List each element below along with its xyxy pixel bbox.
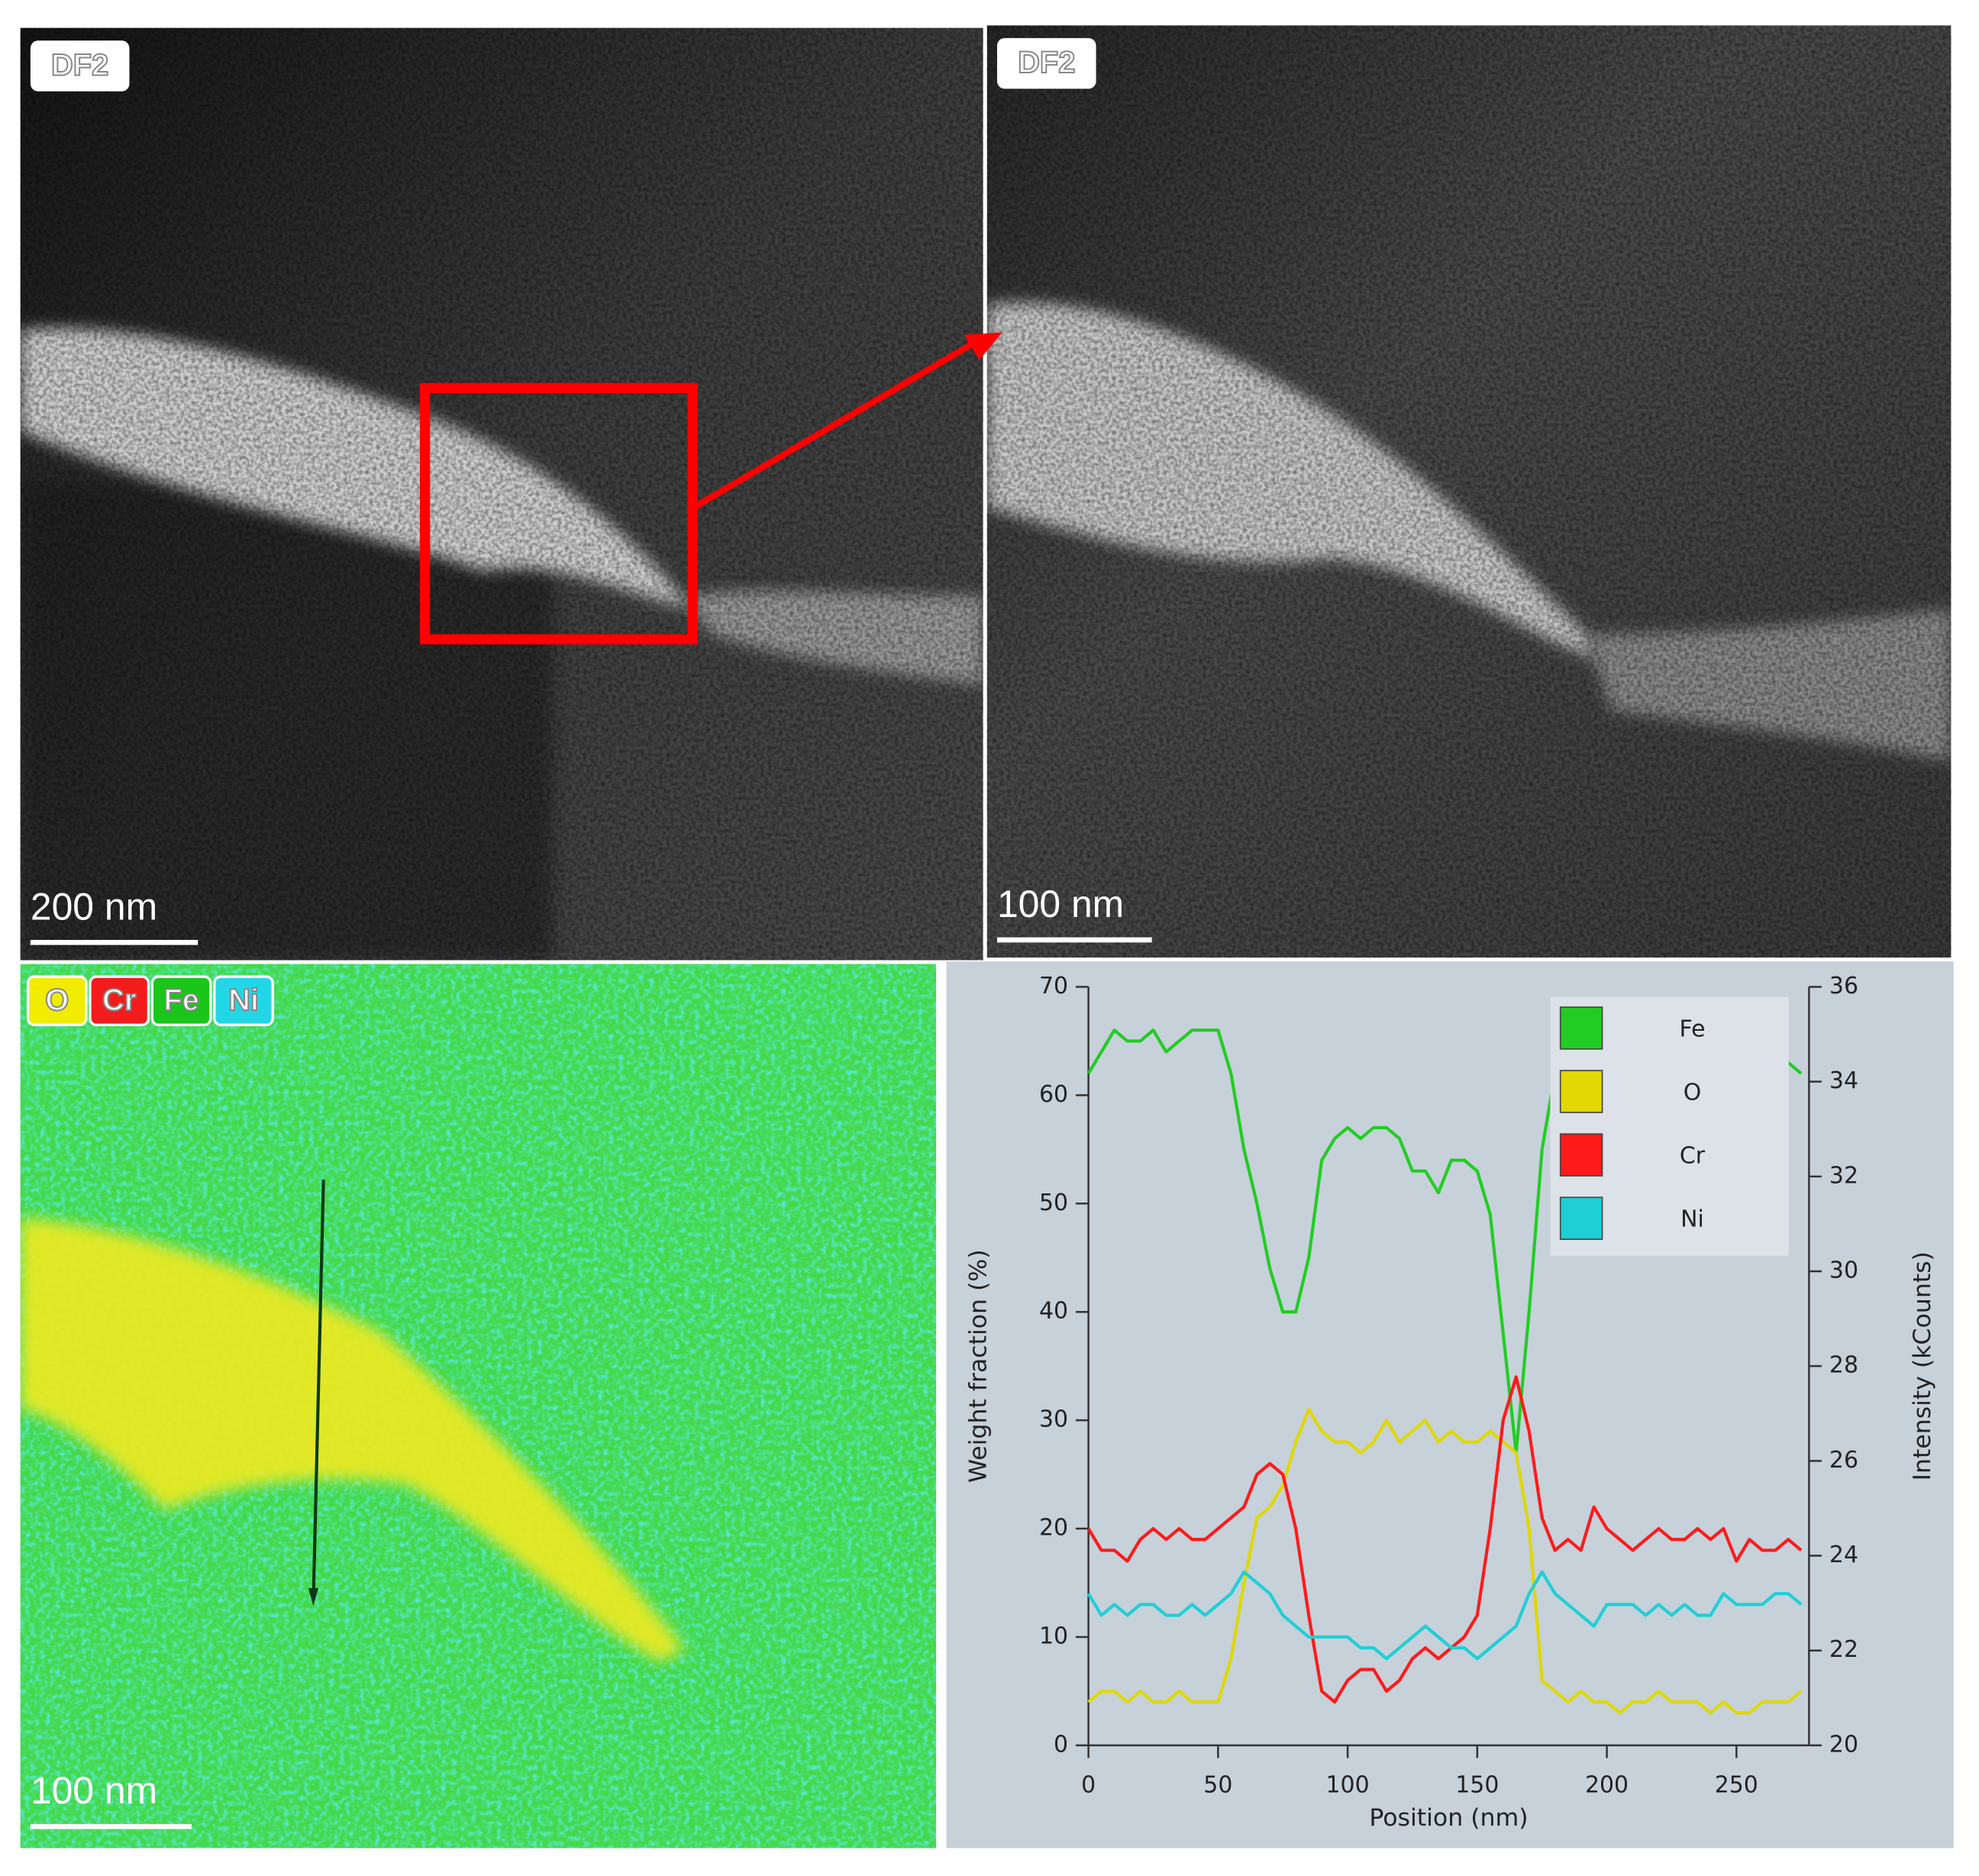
element-badge [150,975,212,1026]
y-tick-label: 40 [1039,1298,1068,1325]
badge-box [30,40,130,92]
x-axis-label: Position (nm) [1369,1804,1528,1832]
legend-label: Ni [1680,1206,1704,1233]
element-badge [89,975,150,1026]
x-tick-label: 200 [1585,1772,1629,1799]
legend-label: Cr [1680,1143,1706,1170]
chart: 0 10 20 30 40 50 60 70 20 22 24 26 28 30 32 34 36 0 50 100 1… [965,973,1936,1832]
legend-swatch [1559,1133,1603,1177]
image-c [20,964,937,1849]
element-label: Cr [102,983,136,1017]
legend-swatch [1559,1196,1603,1240]
y-axis-label: Weight fraction (%) [965,1249,993,1483]
y-tick-label: 60 [1039,1081,1068,1108]
y2-tick-label: 34 [1829,1067,1858,1094]
y-tick-label: 30 [1039,1406,1068,1433]
legend-label: O [1684,1080,1702,1106]
y2-tick-label: 28 [1829,1352,1858,1379]
element-badge [26,975,88,1026]
element-label: Fe [163,983,199,1017]
y-tick-label: 50 [1039,1190,1068,1216]
chart-panel [946,961,1954,1849]
element-label: O [45,983,69,1017]
y-tick-label: 0 [1054,1731,1068,1758]
scale-bar-label: 100 nm [997,883,1124,925]
y-tick-label: 10 [1039,1623,1068,1649]
series-line [1087,1407,1803,1715]
image-a [20,27,983,961]
y2-tick-label: 24 [1829,1542,1858,1568]
scale-bar-label: 100 nm [31,1769,157,1812]
series-line [1086,1375,1803,1704]
y2-tick-label: 22 [1829,1636,1858,1663]
y2-tick-label: 30 [1829,1257,1858,1283]
x-tick-label: 100 [1326,1772,1370,1799]
badge: DF2 [1018,46,1075,79]
series-line [1086,1570,1803,1661]
element-badge [213,975,274,1026]
badge: DF2 [51,49,108,82]
y2-tick-label: 20 [1829,1731,1858,1758]
y2-tick-label: 32 [1829,1162,1858,1189]
legend-label: Fe [1680,1015,1706,1042]
y2-axis-label: Intensity (kCounts) [1909,1251,1936,1480]
x-tick-label: 0 [1081,1772,1096,1799]
y-tick-label: 70 [1039,973,1068,999]
badge-box [996,37,1096,89]
y2-tick-label: 26 [1829,1447,1858,1474]
element-label: Ni [228,983,259,1017]
x-tick-label: 250 [1715,1772,1758,1799]
y2-tick-label: 36 [1829,973,1858,999]
image-b [986,25,1952,958]
x-tick-label: 50 [1203,1772,1232,1799]
legend-swatch [1559,1006,1603,1050]
y-tick-label: 20 [1039,1515,1068,1542]
x-tick-label: 150 [1455,1772,1499,1799]
scale-bar-label: 200 nm [31,885,157,928]
legend-swatch [1559,1070,1603,1113]
